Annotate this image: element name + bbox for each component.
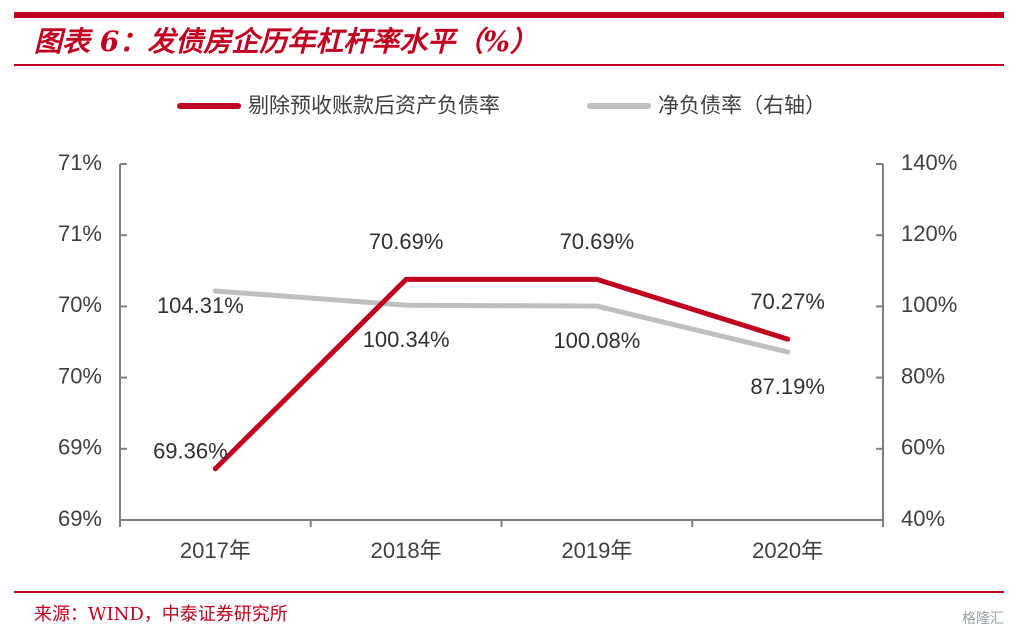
series-2-data-label: 87.19% [750,374,825,399]
series-line-2 [212,288,791,355]
y-left-tick-label: 71% [58,221,102,246]
series-1-data-label: 70.27% [750,289,825,314]
legend-label-1: 剔除预收账款后资产负债率 [248,94,500,118]
series-1-point [403,276,409,282]
series-line-1 [212,276,791,472]
series-2-point [594,303,600,309]
y-right-tick-label: 80% [901,363,945,388]
y-right-tick-label: 120% [901,221,957,246]
series-2-point [403,302,409,308]
x-tick-label: 2018年 [371,538,442,563]
series-1-point [212,466,218,472]
y-right-tick-label: 40% [901,506,945,531]
series-2-data-label: 104.31% [157,293,244,318]
series-1-point [594,276,600,282]
title-bar-accent [14,12,1004,18]
y-left-tick-label: 70% [58,363,102,388]
y-left-tick-label: 70% [58,292,102,317]
series-1-data-label: 70.69% [560,229,635,254]
y-left-tick-label: 71% [58,150,102,175]
y-right-tick-label: 100% [901,292,957,317]
series-1-data-label: 70.69% [369,229,444,254]
y-right-tick-label: 60% [901,435,945,460]
series-1-point [785,336,791,342]
watermark-logo: 格隆汇 [962,608,1004,628]
x-tick-label: 2019年 [561,538,632,563]
x-tick-label: 2020年 [752,538,823,563]
series-1-data-label: 69.36% [153,439,228,464]
y-left-tick-label: 69% [58,506,102,531]
series-2-data-label: 100.08% [553,328,640,353]
series-2-point [785,349,791,355]
y-left-tick-label: 69% [58,435,102,460]
title-underline [14,64,1004,66]
source-divider [14,591,1004,593]
watermark-text: 格隆汇 [962,611,1004,627]
source-note: 来源：WIND，中泰证券研究所 [34,604,288,625]
series-2-point [212,288,218,294]
chart-title: 图表 6：发债房企历年杠杆率水平（%） [34,25,538,58]
series-2-data-label: 100.34% [363,327,450,352]
x-tick-label: 2017年 [180,538,251,563]
y-right-tick-label: 140% [901,150,957,175]
legend-label-2: 净负债率（右轴） [658,94,826,118]
